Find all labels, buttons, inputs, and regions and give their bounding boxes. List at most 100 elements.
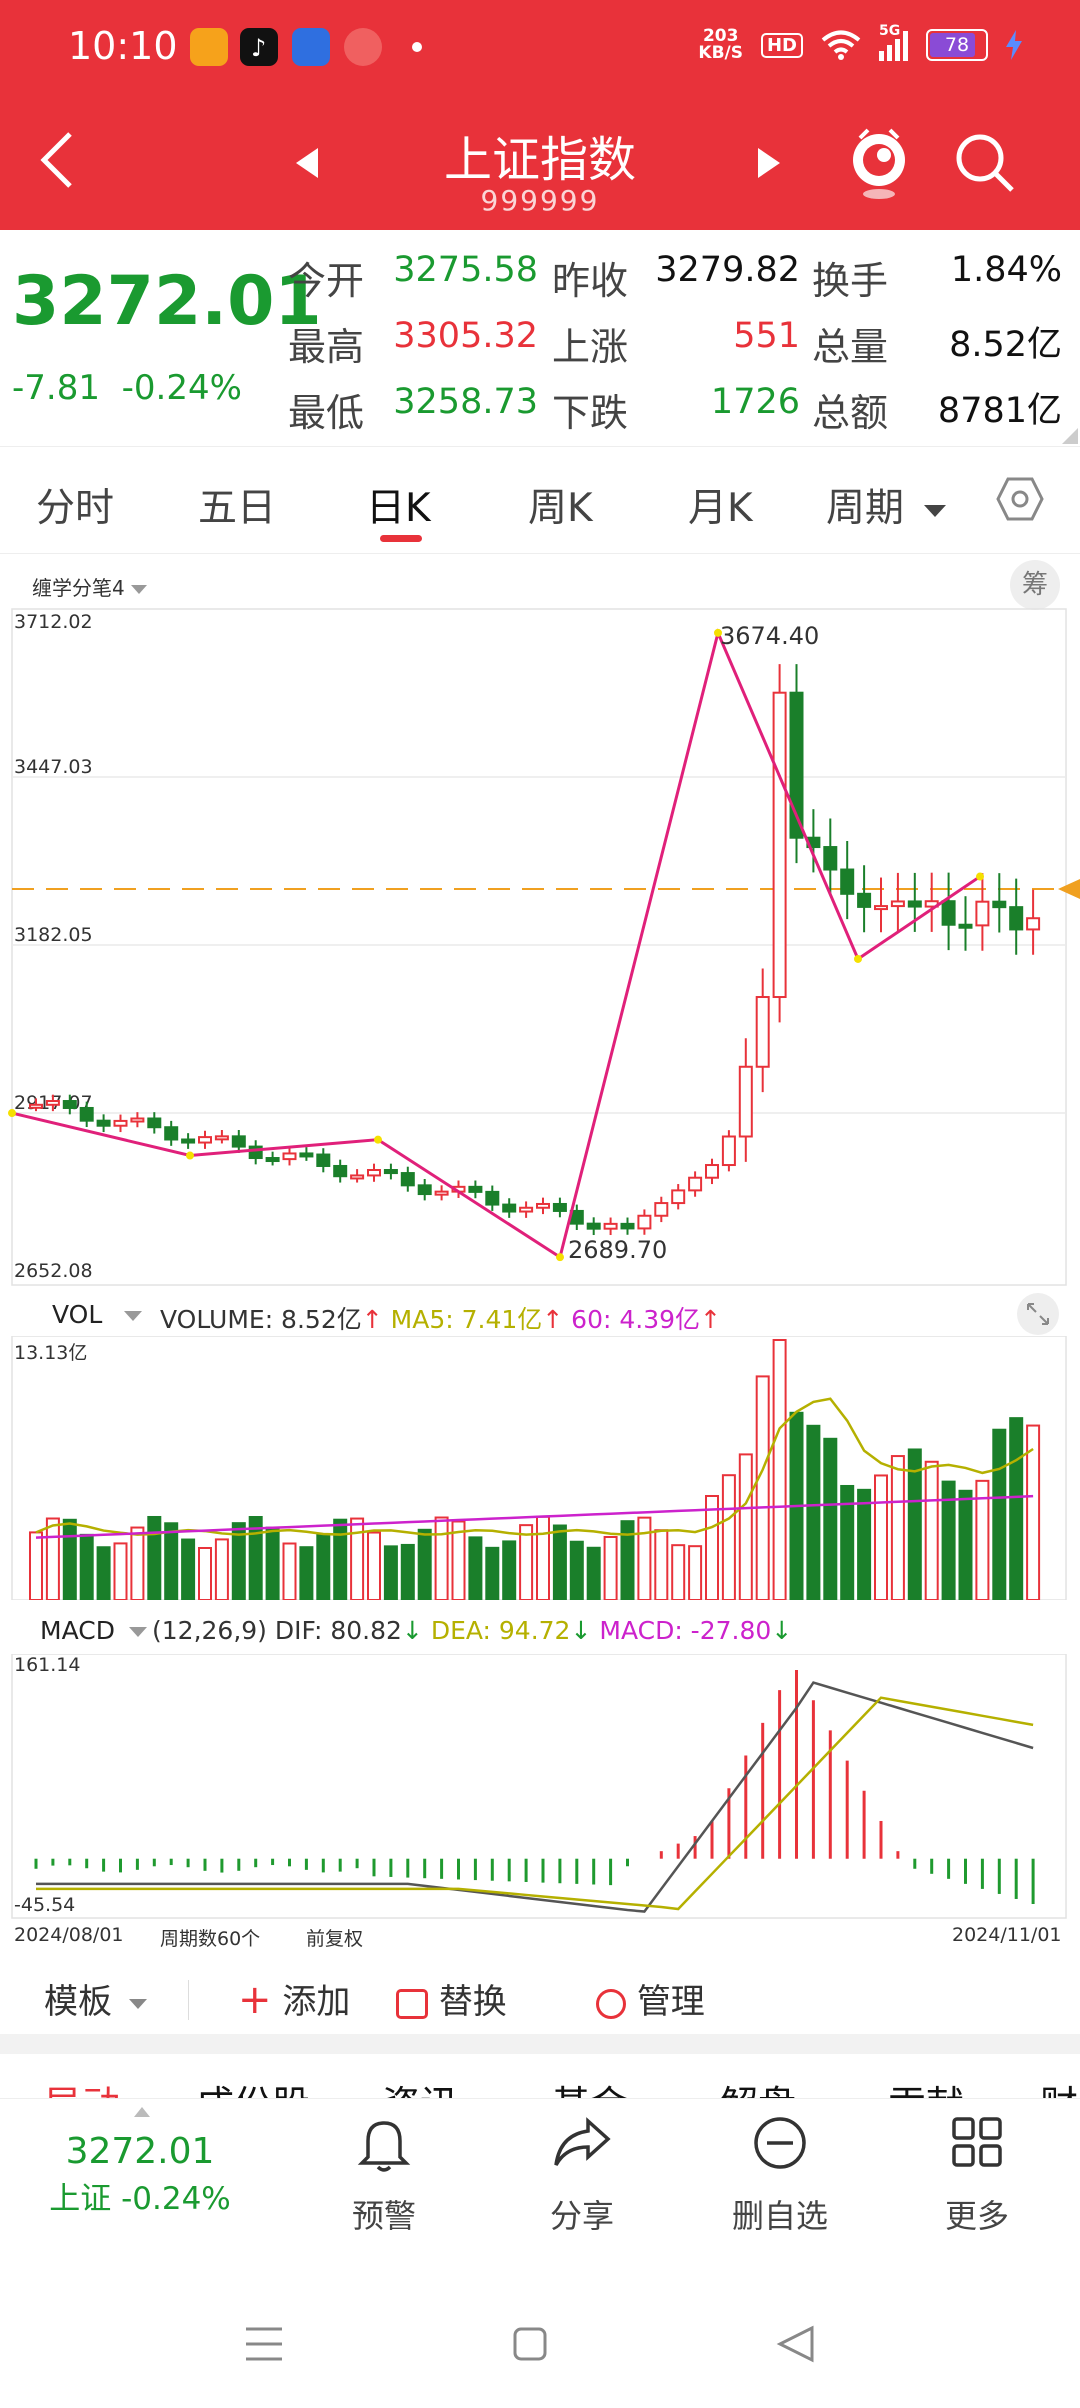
volume-bar xyxy=(738,1453,753,1600)
candle xyxy=(519,1201,534,1218)
candle xyxy=(620,1217,635,1235)
settings-hex-icon[interactable] xyxy=(996,475,1044,523)
home-icon[interactable] xyxy=(512,2326,548,2362)
subtab-constituents[interactable]: 成份股 xyxy=(196,2074,310,2100)
tab-monthly-k[interactable]: 月K xyxy=(688,486,753,531)
volume-bar xyxy=(941,1480,956,1600)
candle xyxy=(603,1217,618,1236)
volume-label: 总量 xyxy=(812,325,889,369)
turn-point xyxy=(854,954,862,963)
hd-badge: HD xyxy=(760,32,803,58)
share-icon[interactable] xyxy=(552,2115,612,2171)
volume-chart[interactable] xyxy=(0,1336,1080,1600)
share-button[interactable]: 分享 xyxy=(549,2197,614,2235)
adjust-mode[interactable]: 前复权 xyxy=(306,1928,364,1950)
candle xyxy=(62,1094,77,1115)
remove-watchlist-button[interactable]: 删自选 xyxy=(731,2197,828,2235)
volume-value: 8.52亿 xyxy=(949,325,1062,365)
expand-icon[interactable] xyxy=(1016,1292,1060,1336)
menu-icon[interactable] xyxy=(244,2326,284,2362)
volume-values: VOLUME: 8.52亿↑ MA5: 7.41亿↑ 60: 4.39亿↑ xyxy=(160,1300,721,1336)
add-button[interactable]: + 添加 xyxy=(238,1974,350,2023)
tab-intraday[interactable]: 分时 xyxy=(36,486,115,531)
volume-bar xyxy=(451,1520,466,1600)
subtab-finance[interactable]: 财 xyxy=(1040,2074,1078,2100)
candle xyxy=(536,1197,550,1215)
macd-max-label: 161.14 xyxy=(14,1654,81,1676)
bottom-price[interactable]: 3272.01 xyxy=(65,2131,215,2172)
volume-bar xyxy=(552,1524,567,1600)
candle xyxy=(958,896,973,951)
volume-bar xyxy=(45,1517,60,1600)
candle xyxy=(333,1159,348,1183)
manage-label: 管理 xyxy=(636,1982,705,2022)
bottom-action-bar: 3272.01 上证 -0.24% 预警 分享 删自选 更多 xyxy=(0,2098,1080,2235)
template-button[interactable]: 模板 xyxy=(44,1974,147,2023)
candle xyxy=(417,1179,432,1201)
app-icon-1 xyxy=(190,28,228,66)
candle xyxy=(975,873,990,951)
candle xyxy=(924,872,939,932)
chip-button[interactable]: 筹 xyxy=(1010,560,1060,610)
volume-bar xyxy=(1009,1417,1024,1600)
dea-line xyxy=(36,1696,1034,1911)
candle xyxy=(992,873,1007,933)
replace-button[interactable]: 替换 xyxy=(396,1974,507,2023)
tab-daily-k[interactable]: 日K xyxy=(366,486,431,531)
alert-button[interactable]: 预警 xyxy=(351,2197,416,2235)
bell-icon[interactable] xyxy=(356,2115,412,2175)
candle xyxy=(738,1038,753,1162)
subtab-news[interactable]: 资讯 xyxy=(382,2074,458,2100)
grid-icon[interactable] xyxy=(950,2115,1004,2169)
remove-watchlist-icon[interactable] xyxy=(752,2115,808,2171)
up-arrow-icon: ↑ xyxy=(361,1305,383,1334)
tab-weekly-k[interactable]: 周K xyxy=(528,486,593,531)
dif-value-text: DIF: 80.82 xyxy=(274,1616,402,1645)
volume-bar xyxy=(282,1542,297,1600)
candle xyxy=(654,1196,669,1223)
manage-icon xyxy=(596,1988,626,2019)
start-date: 2024/08/01 xyxy=(14,1924,124,1946)
chevron-down-icon xyxy=(124,1311,143,1321)
next-icon[interactable] xyxy=(756,148,780,178)
ma60-line xyxy=(35,1494,1034,1539)
ma60-value-text: 60: 4.39亿 xyxy=(571,1305,701,1334)
subtab-movement[interactable]: 异动 xyxy=(44,2074,120,2100)
kline-indicator-selector[interactable]: 缠学分笔4 xyxy=(32,572,148,601)
volume-bar xyxy=(586,1546,601,1600)
macd-chart[interactable] xyxy=(0,1654,1080,1920)
volume-bar xyxy=(975,1479,990,1600)
stock-code: 999999 xyxy=(480,184,600,217)
candle xyxy=(755,968,770,1093)
system-nav-bar xyxy=(0,2280,1080,2408)
subtab-fund[interactable]: 基金 xyxy=(552,2074,628,2100)
subtab-contribution[interactable]: 贡献 xyxy=(888,2074,964,2100)
volume-header[interactable]: VOL xyxy=(52,1300,143,1329)
subtab-analysis[interactable]: 解盘 xyxy=(720,2074,796,2100)
mascot-icon[interactable] xyxy=(846,124,912,200)
manage-button[interactable]: 管理 xyxy=(596,1974,705,2023)
low-label: 最低 xyxy=(288,391,365,435)
down-arrow-icon: ↓ xyxy=(771,1616,793,1645)
prev-icon[interactable] xyxy=(296,148,320,178)
search-icon[interactable] xyxy=(952,130,1016,194)
back-nav-icon[interactable] xyxy=(776,2324,816,2364)
page-title: 上证指数 xyxy=(443,132,636,188)
chevron-down-icon xyxy=(128,1627,147,1637)
net-speed-value: 203 xyxy=(702,26,739,46)
dea-value-text: DEA: 94.72 xyxy=(430,1616,571,1645)
template-label: 模板 xyxy=(44,1982,112,2022)
candle xyxy=(1009,878,1024,955)
candle xyxy=(890,872,905,932)
volume-bar xyxy=(907,1448,922,1600)
macd-header[interactable]: MACD xyxy=(40,1616,147,1645)
back-icon[interactable] xyxy=(38,130,78,190)
candle xyxy=(198,1130,212,1149)
candle xyxy=(282,1147,297,1166)
period-count: 周期数60个 xyxy=(160,1928,261,1950)
tab-period[interactable]: 周期 xyxy=(826,477,947,533)
volume-bar xyxy=(316,1533,331,1600)
tab-five-day[interactable]: 五日 xyxy=(198,486,277,531)
more-button[interactable]: 更多 xyxy=(944,2197,1009,2235)
